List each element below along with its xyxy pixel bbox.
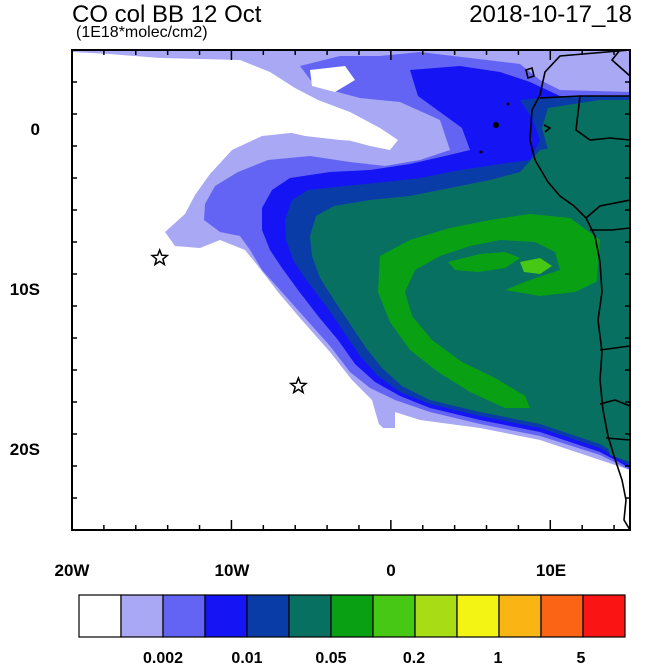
colorbar-label: 0.2 [402,650,426,667]
border-4 [590,227,630,231]
colorbar-swatch [204,594,248,638]
coast-inlet [543,124,552,133]
lat-tick-label: 10S [9,280,40,299]
border-8 [610,50,630,77]
colorbar-swatch [288,594,332,638]
star-marker [150,247,170,267]
colorbar-label: 5 [576,650,586,667]
co-contour-level-6 [378,214,600,408]
coastline [525,50,630,530]
lon-tick-label: 10E [535,561,567,580]
border-2 [575,95,630,141]
colorbar-swatch [540,594,584,638]
island-dot [493,122,499,128]
coastline-path [529,50,630,530]
marker-layer [150,247,308,395]
lon-tick-label: 20W [54,561,90,580]
units-label: (1E18*molec/cm2) [76,24,208,41]
colorbar-swatch [246,594,290,638]
lake-outline [525,66,535,80]
plot-frame [71,49,631,531]
clear-pocket [310,66,355,92]
lon-tick-label: 10W [214,561,250,580]
colorbar-swatch [414,594,458,638]
colorbar-swatch [582,594,626,638]
land-interior [596,240,630,462]
clear-region [72,58,380,262]
valid-time: 2018-10-17_18 [469,1,632,28]
island-dot [479,150,483,154]
colorbar-swatch [456,594,500,638]
border-7 [605,437,630,441]
colorbar [78,594,626,638]
colorbar-label: 0.002 [142,650,184,667]
colorbar-swatch [78,594,122,638]
colorbar-label: 1 [493,650,503,667]
axis-ticks [71,49,630,531]
colorbar-swatch [330,594,374,638]
lat-tick-label: 20S [9,440,40,459]
colorbar-swatch [372,594,416,638]
border-5 [599,345,630,351]
colorbar-swatch [120,594,164,638]
border-3 [585,199,630,219]
colorbar-swatch [498,594,542,638]
co-field [72,50,630,530]
island-dot [506,102,510,106]
co-contour-level-5-north [542,100,630,160]
co-contour-level-7 [520,258,552,274]
colorbar-label: 0.01 [231,650,263,667]
star-marker [288,375,308,395]
map-title: CO col BB 12 Oct [72,1,262,28]
lat-tick-label: 0 [30,120,40,139]
lon-tick-label: 0 [386,561,396,580]
clear-region-south [72,250,395,530]
border-6 [599,399,630,407]
colorbar-swatch [162,594,206,638]
colorbar-label: 0.05 [315,650,347,667]
